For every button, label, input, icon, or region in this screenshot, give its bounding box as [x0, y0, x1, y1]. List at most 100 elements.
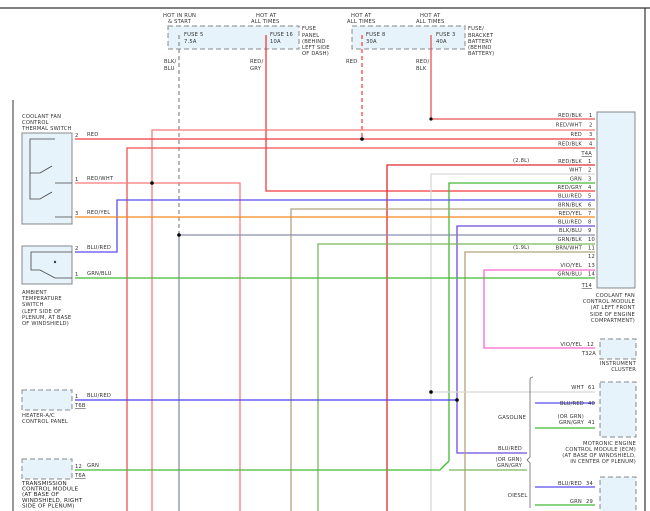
svg-text:HOT AT: HOT AT [351, 13, 372, 19]
svg-text:41: 41 [588, 420, 595, 426]
svg-text:GRN/GRY: GRN/GRY [559, 420, 585, 426]
svg-text:PANEL: PANEL [302, 33, 319, 39]
svg-text:AMBIENT: AMBIENT [22, 290, 47, 296]
t14-wire-label: GRN/BLK [557, 237, 582, 243]
svg-text:BLU/RED: BLU/RED [498, 446, 522, 452]
t14-pin-number: 14 [588, 271, 596, 277]
svg-text:34: 34 [586, 481, 594, 487]
svg-text:WINDSHIELD, RIGHT: WINDSHIELD, RIGHT [22, 498, 83, 504]
svg-text:CONTROL: CONTROL [22, 120, 49, 126]
instrument-cluster [599, 338, 637, 360]
t14-pin-number: 12 [588, 254, 595, 260]
t14-wire-label: VIO/YEL [560, 263, 582, 269]
t4a-connector-label: T4A [580, 151, 592, 157]
svg-text:BRACKET: BRACKET [468, 33, 494, 39]
svg-text:30A: 30A [366, 39, 377, 45]
svg-text:RED/WHT: RED/WHT [87, 176, 114, 182]
t14-pin-labels: RED/BLK 1 WHT 2 GRN 3 RED/GRY 4 BLU/RED 5 BRN/BLK 6… [556, 159, 596, 277]
wire-red-blk-t14 [386, 164, 595, 511]
t14-wire-label: RED/BLK [558, 159, 582, 165]
svg-text:CONTROL PANEL: CONTROL PANEL [22, 419, 68, 425]
svg-text:BATTERY: BATTERY [468, 39, 493, 45]
svg-text:1: 1 [75, 272, 79, 278]
t14-wire-label: WHT [569, 168, 582, 174]
svg-text:10A: 10A [270, 39, 281, 45]
ecm [599, 381, 637, 438]
svg-text:(OR GRN): (OR GRN) [558, 414, 585, 420]
t14-pin-number: 6 [588, 202, 592, 208]
svg-text:SIDE OF ENGINE: SIDE OF ENGINE [590, 312, 635, 318]
svg-text:BLU/RED: BLU/RED [560, 401, 584, 407]
svg-text:(OR GRN): (OR GRN) [496, 457, 523, 463]
svg-text:TRANSMISSION: TRANSMISSION [21, 481, 67, 487]
svg-text:T32A: T32A [581, 351, 596, 357]
svg-text:RED/: RED/ [250, 59, 263, 65]
t14-wire-label: BLU/RED [558, 220, 582, 226]
svg-text:T6A: T6A [74, 473, 86, 479]
splice-dots [150, 117, 459, 402]
svg-text:(BEHIND: (BEHIND [468, 45, 492, 51]
t4a-wire-label: RED/BLK [558, 142, 582, 148]
svg-text:BLU/RED: BLU/RED [87, 393, 111, 399]
engine-note-19: (1.9L) [513, 245, 529, 251]
svg-text:COOLANT FAN: COOLANT FAN [22, 114, 61, 120]
svg-text:FUSE 16: FUSE 16 [270, 32, 293, 38]
svg-text:GRN/GRY: GRN/GRY [497, 463, 523, 469]
svg-text:FUSE/: FUSE/ [468, 26, 484, 32]
svg-text:FUSE 5: FUSE 5 [184, 32, 204, 38]
gasoline-diesel-bracket [526, 376, 534, 508]
wire-blu-red-ambient [75, 199, 595, 253]
svg-text:40: 40 [588, 401, 595, 407]
ambient-switch-contact-icon [30, 251, 72, 279]
t14-pin-number: 7 [588, 211, 592, 217]
t4a-wire-label: RED [571, 132, 582, 138]
wire-red-wht-t4a [151, 129, 595, 511]
t14-wire-label: BLU/RED [558, 194, 582, 200]
svg-text:12: 12 [75, 464, 82, 470]
t14-connector-label: T14 [581, 283, 593, 289]
svg-text:FUSE 3: FUSE 3 [436, 32, 456, 38]
svg-text:GRY: GRY [250, 66, 262, 72]
svg-text:OF WINDSHIELD): OF WINDSHIELD) [22, 321, 69, 327]
svg-text:(AT LEFT FRONT: (AT LEFT FRONT [591, 305, 636, 311]
svg-text:SWITCH: SWITCH [22, 302, 44, 308]
wire-vio-yel [483, 269, 595, 349]
t14-pin-number: 8 [588, 220, 592, 226]
svg-text:GRN/BLU: GRN/BLU [87, 271, 112, 277]
svg-text:7.5A: 7.5A [184, 39, 197, 45]
svg-text:1: 1 [75, 177, 79, 183]
t4a-pin-labels: RED/BLK 1 RED/WHT 2 RED 3 RED/BLK 4 [556, 113, 593, 148]
svg-text:12: 12 [587, 342, 594, 348]
svg-text:BLK/: BLK/ [164, 59, 176, 65]
svg-text:(AT BASE OF WINDSHIELD,: (AT BASE OF WINDSHIELD, [562, 453, 636, 459]
svg-text:RED/YEL: RED/YEL [87, 210, 110, 216]
svg-text:BLU: BLU [164, 66, 175, 72]
svg-text:OF DASH): OF DASH) [302, 51, 329, 57]
svg-text:GASOLINE: GASOLINE [498, 415, 526, 421]
transmission-location-last-line: SIDE OF PLENUM) [22, 503, 75, 509]
t14-pin-number: 4 [588, 185, 592, 191]
t14-pin-number: 1 [588, 159, 592, 165]
wire-blu-red-t14-8 [456, 225, 595, 454]
t14-wire-label: GRN [570, 176, 582, 182]
t14-pin-number: 13 [588, 263, 595, 269]
wire-wht [430, 173, 595, 511]
svg-text:IN CENTER OF PLENUM): IN CENTER OF PLENUM) [570, 459, 636, 465]
wire-grn-transmission [75, 460, 450, 471]
svg-text:LEFT SIDE: LEFT SIDE [302, 45, 330, 51]
t4a-wire-label: RED/WHT [556, 123, 583, 129]
svg-text:CONTROL MODULE: CONTROL MODULE [583, 299, 635, 305]
svg-text:40A: 40A [436, 39, 447, 45]
svg-text:ALL TIMES: ALL TIMES [347, 19, 376, 25]
svg-text:2: 2 [75, 133, 79, 139]
t14-wire-label: BLK/BLU [559, 228, 582, 234]
t4a-wire-label: RED/BLK [558, 113, 582, 119]
svg-text:RED: RED [346, 59, 357, 65]
t14-pin-number: 5 [588, 194, 592, 200]
t14-pin-number: 2 [588, 168, 592, 174]
t14-wire-label: BRN/WHT [556, 246, 583, 252]
t14-pin-number: 10 [588, 237, 595, 243]
svg-text:COMPARTMENT): COMPARTMENT) [591, 318, 635, 324]
